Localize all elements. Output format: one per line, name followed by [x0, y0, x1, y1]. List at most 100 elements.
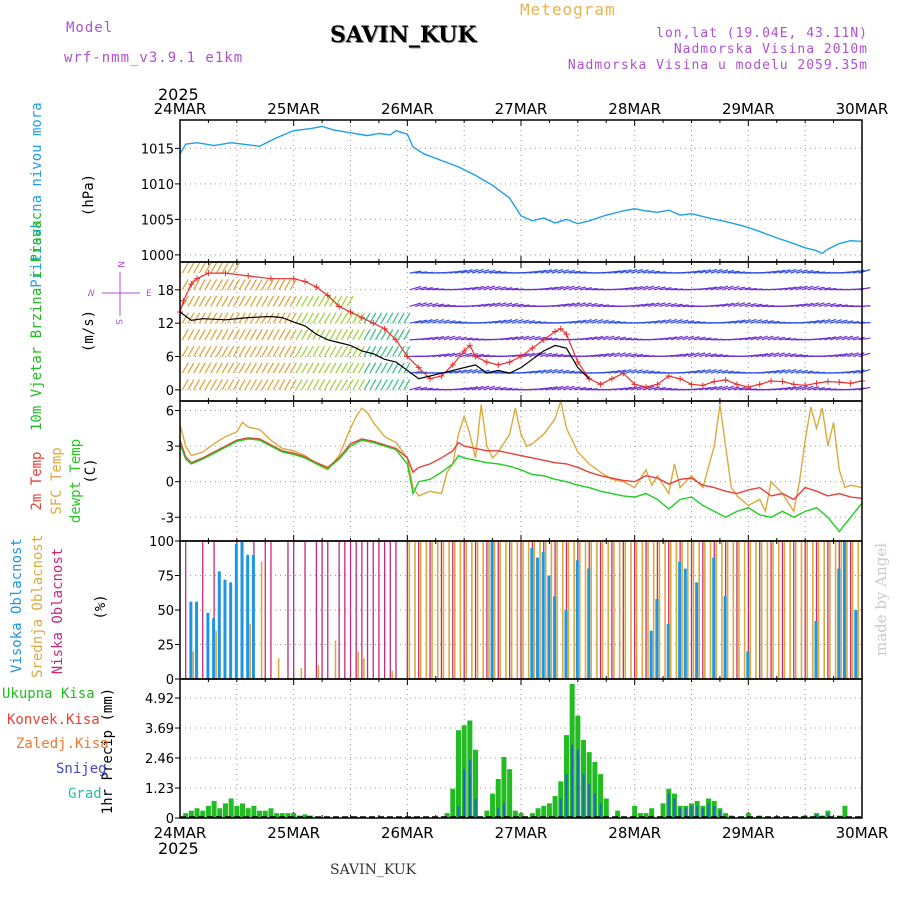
wind-barb [204, 295, 212, 307]
wind-barb [432, 319, 444, 324]
wind-barb [688, 320, 701, 324]
precip-conv-bar [718, 810, 721, 818]
wind-barb [636, 354, 649, 358]
precip-total-bar [592, 761, 598, 818]
wind-barb [778, 352, 791, 358]
wind-barb [477, 285, 490, 291]
wind-gust-marker [313, 284, 320, 291]
high-cloud-bar [229, 582, 233, 679]
wind-barb [284, 279, 292, 291]
wind-barb [545, 353, 558, 358]
wind-barb [653, 286, 666, 291]
wind-gust-marker [836, 379, 843, 386]
wind-barb [380, 379, 388, 391]
wind-barb [255, 345, 263, 357]
wind-barb [619, 386, 632, 391]
wind-barb [597, 319, 609, 324]
wind-barb [181, 329, 189, 341]
wind-barb [221, 262, 229, 274]
compass-n: N [115, 261, 125, 268]
wind-barb [432, 353, 445, 358]
wind-barb [409, 302, 422, 308]
wind-barb [284, 362, 292, 374]
precip-total-bar [552, 796, 558, 818]
precip-total-bar [302, 814, 308, 818]
wind-barb [221, 295, 229, 307]
wind-barb [790, 303, 803, 308]
wind-barb [784, 286, 797, 291]
wind-barb [818, 336, 831, 341]
wind-barb [420, 319, 433, 324]
wind-barb [562, 302, 575, 308]
wind-gust-marker [643, 384, 650, 391]
wind-barb [335, 345, 343, 357]
wind-barb [329, 362, 337, 374]
wind-barb [181, 345, 189, 357]
wind-barb [255, 379, 263, 391]
wind-barb [295, 295, 303, 307]
high-cloud-bar [234, 543, 238, 679]
high-cloud-bar [212, 618, 216, 679]
precip-total-bar [268, 808, 274, 818]
high-cloud-bar [723, 596, 727, 679]
precip-conv-bar [502, 803, 505, 818]
wind-barb [756, 353, 769, 358]
wind-barb [289, 329, 297, 341]
wind-barb [483, 302, 496, 308]
wind-barb [204, 279, 212, 291]
wind-barb [608, 320, 621, 324]
wind-barb [801, 269, 814, 274]
wind-barb [614, 336, 627, 341]
wind-barb [551, 385, 564, 391]
wind-barb [517, 335, 530, 341]
wind-barb [619, 287, 632, 291]
wind-barb [432, 303, 445, 308]
wind-barb [750, 303, 763, 308]
wind-barb [562, 285, 575, 291]
wind-barb [699, 287, 712, 291]
wind-barb [198, 279, 206, 291]
wind-barb [807, 320, 820, 324]
wind-barb [312, 345, 320, 357]
high-cloud-bar [575, 560, 579, 679]
wind-barb [323, 379, 331, 391]
wind-barb [579, 319, 592, 324]
wind-barb [517, 319, 530, 324]
wind-barb [773, 352, 785, 358]
wind-barb [506, 336, 519, 341]
wind-barb [318, 312, 326, 324]
wind-barb [261, 295, 269, 307]
wind-barb [631, 303, 644, 308]
wind-barb [415, 319, 428, 324]
wind-barb [574, 319, 587, 324]
wind-barb [210, 262, 218, 274]
wind-barb [761, 335, 774, 341]
wind-barb [335, 379, 343, 391]
wind-barb [374, 379, 383, 391]
precip-total-bar [473, 749, 479, 818]
wind-gust-marker [665, 372, 672, 379]
wind-barb [614, 369, 626, 374]
wind-barb [472, 304, 485, 308]
wind-barb [449, 369, 462, 374]
wind-barb [642, 302, 655, 308]
wind-barb [187, 362, 195, 374]
wind-barb [420, 287, 433, 291]
wind-barb [608, 352, 621, 358]
wind-gust-marker [222, 270, 229, 277]
wind-gust-marker [688, 381, 695, 388]
wind-barb [830, 353, 843, 358]
wind-barb [767, 270, 780, 274]
wind-barb [340, 362, 348, 374]
wind-barb [471, 268, 484, 274]
wind-barb [238, 362, 246, 374]
y-tick-label: 3 [166, 440, 174, 455]
wind-barb [289, 279, 297, 291]
high-cloud-bar [217, 571, 221, 679]
wind-barb [591, 319, 604, 324]
wind-barb [471, 285, 484, 291]
high-cloud-bar [541, 552, 545, 679]
wind-barb [323, 312, 331, 324]
high-cloud-bar [223, 579, 227, 679]
